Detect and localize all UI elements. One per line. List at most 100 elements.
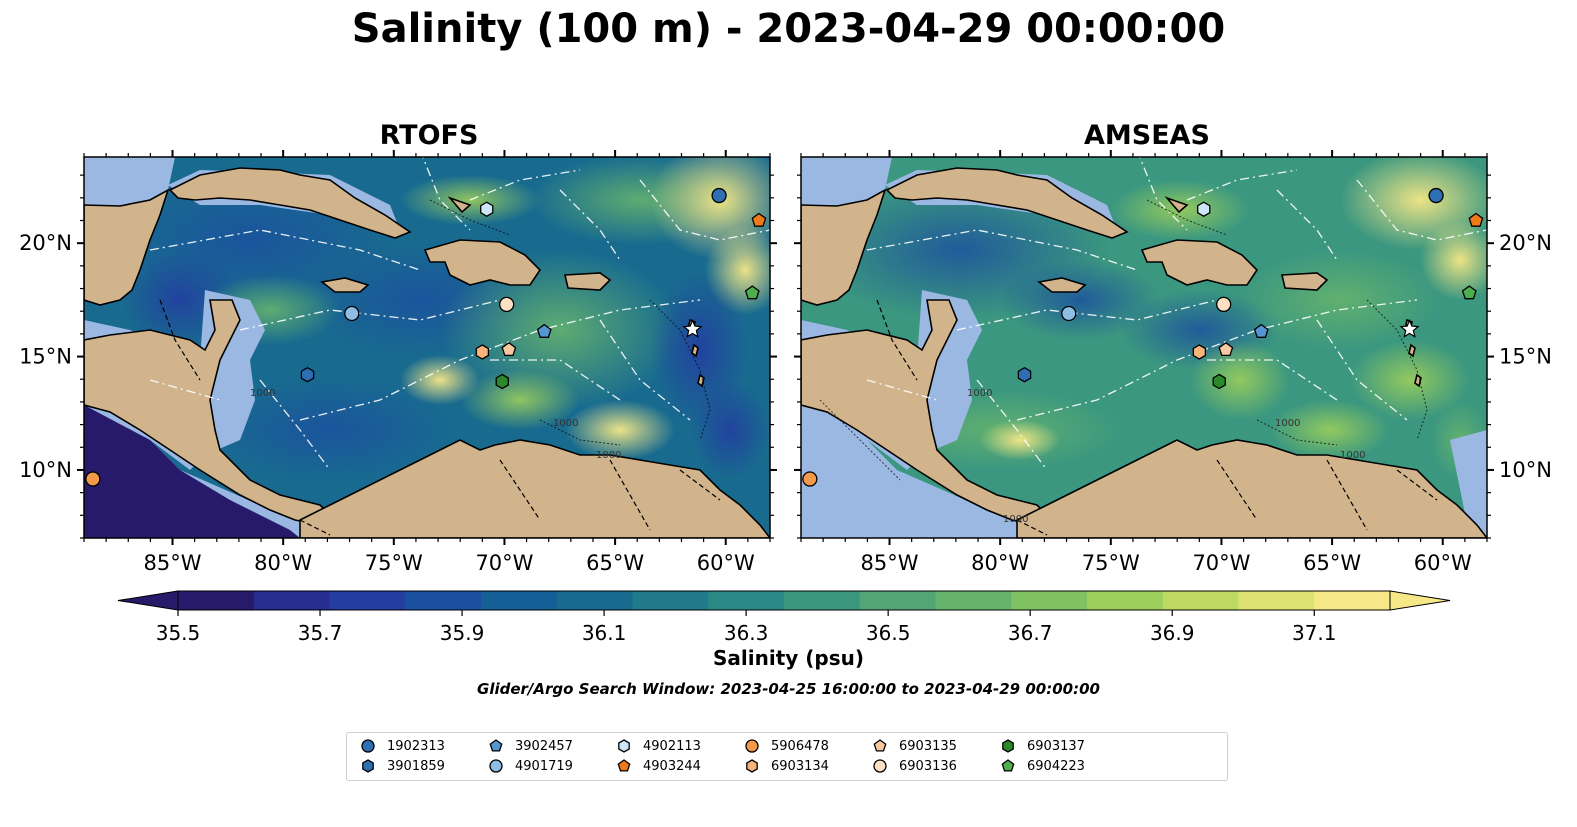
contour-label: 1000 [1275, 418, 1300, 429]
platform-marker-1902313 [1428, 187, 1444, 204]
lon-tick-label: 80°W [254, 551, 312, 575]
contour-label: 1000 [1003, 514, 1028, 525]
colorbar-segment [1087, 591, 1164, 610]
colorbar-tick-label: 35.9 [440, 621, 485, 645]
contour-label: 1000 [553, 418, 578, 429]
legend-marker [873, 739, 887, 752]
colorbar-segment [556, 591, 634, 610]
colorbar-segment [329, 591, 406, 610]
colorbar-segment [784, 591, 861, 610]
platform-marker-3902457 [536, 323, 552, 338]
legend-label: 6904223 [1027, 758, 1085, 774]
platform-marker-4902113 [1197, 201, 1211, 217]
legend-marker [745, 739, 759, 753]
legend-label: 6903137 [1027, 738, 1085, 754]
contour-label: 1000 [967, 388, 992, 399]
platform-marker-6903137 [1212, 373, 1226, 390]
platform-marker-6903135 [501, 341, 517, 357]
platform-marker-3901859 [300, 366, 315, 383]
platform-marker-6903135 [1218, 341, 1234, 357]
platform-legend: 1902313 3901859 3902457 4901719 4902113 49032… [346, 732, 1228, 781]
colorbar-segment [859, 591, 937, 610]
panel-title-amseas: AMSEAS [1084, 120, 1210, 151]
colorbar-extend-low [117, 590, 179, 611]
hexagon-icon [618, 739, 630, 753]
colorbar-tick-label: 37.1 [1292, 621, 1337, 645]
lon-tick-label: 70°W [1192, 551, 1250, 575]
platform-marker-4902113 [480, 201, 494, 217]
star-icon [1399, 318, 1420, 338]
legend-label: 4901719 [515, 758, 573, 774]
legend-label: 1902313 [387, 738, 445, 754]
circle-icon [873, 759, 887, 773]
legend-item-5906478: 5906478 [743, 738, 829, 754]
platform-marker-4903244 [751, 212, 767, 227]
legend-label: 4902113 [643, 738, 701, 754]
platform-marker-5906478 [802, 471, 818, 487]
colorbar-tick-label: 36.3 [724, 621, 769, 645]
legend-marker [361, 739, 375, 753]
pentagon-icon [1001, 759, 1015, 772]
lat-tick-label: 15°N [1499, 345, 1552, 369]
star-icon [682, 318, 703, 338]
legend-item-3901859: 3901859 [359, 758, 445, 774]
legend-marker [618, 739, 630, 753]
lon-tick-label: 75°W [365, 551, 423, 575]
legend-item-3902457: 3902457 [487, 738, 573, 754]
lat-tick-label: 20°N [1499, 231, 1552, 255]
platform-marker-6903137 [495, 373, 509, 390]
platform-marker-5906478 [85, 471, 101, 487]
legend-item-6903136: 6903136 [871, 758, 957, 774]
legend-label: 3902457 [515, 738, 573, 754]
platform-marker-4901719 [344, 305, 360, 322]
colorbar-tick-label: 36.1 [582, 621, 627, 645]
pentagon-icon [873, 739, 887, 752]
colorbar-segment [632, 591, 709, 610]
pentagon-icon [489, 739, 503, 752]
colorbar-segment [1238, 591, 1315, 610]
legend-label: 5906478 [771, 738, 829, 754]
legend-marker [1001, 759, 1015, 772]
colorbar-segment [1011, 591, 1088, 610]
legend-item-4903244: 4903244 [615, 758, 701, 774]
platform-marker-6903136 [1216, 296, 1232, 313]
legend-marker [873, 759, 887, 773]
hexagon-icon [362, 759, 374, 773]
contour-label: 1000 [596, 450, 621, 461]
legend-item-6904223: 6904223 [999, 758, 1085, 774]
legend-label: 6903136 [899, 758, 957, 774]
search-window-subtitle: Glider/Argo Search Window: 2023-04-25 16… [477, 680, 1100, 698]
map-panel-rtofs: 1000 1000 1000 85°W 80°W 75°W 70°W 65°W 60°W 2… [19, 150, 777, 575]
legend-item-6903137: 6903137 [999, 738, 1085, 754]
lon-tick-label: 60°W [1414, 551, 1472, 575]
figure-title: Salinity (100 m) - 2023-04-29 00:00:00 [351, 6, 1226, 52]
legend-label: 3901859 [387, 758, 445, 774]
platform-marker-1902313 [711, 187, 727, 204]
circle-icon [745, 739, 759, 753]
platform-marker-6903134 [1192, 344, 1207, 360]
colorbar-tick-label: 35.7 [298, 621, 343, 645]
platform-marker-3901859 [1017, 366, 1032, 383]
colorbar-tick-label: 36.7 [1008, 621, 1053, 645]
colorbar: 35.5 35.7 35.9 36.1 36.3 36.5 36.7 36.9 37.1 [117, 590, 1451, 645]
legend-label: 4903244 [643, 758, 701, 774]
lon-tick-label: 65°W [586, 551, 644, 575]
panel-title-rtofs: RTOFS [379, 120, 479, 151]
legend-marker [617, 759, 631, 772]
legend-label: 6903135 [899, 738, 957, 754]
legend-item-1902313: 1902313 [359, 738, 445, 754]
circle-icon [361, 739, 375, 753]
lon-tick-label: 75°W [1082, 551, 1140, 575]
colorbar-extend-high [1389, 590, 1451, 611]
platform-marker-6903136 [499, 296, 515, 313]
platform-marker-4903244 [1468, 212, 1484, 227]
lon-tick-label: 85°W [144, 551, 202, 575]
legend-item-4902113: 4902113 [615, 738, 701, 754]
colorbar-segment [481, 591, 558, 610]
pentagon-icon [617, 759, 631, 772]
legend-marker [489, 739, 503, 752]
hexagon-icon [1002, 739, 1014, 753]
platform-marker-6903134 [475, 344, 490, 360]
legend-marker [362, 759, 374, 773]
circle-icon [489, 759, 503, 773]
